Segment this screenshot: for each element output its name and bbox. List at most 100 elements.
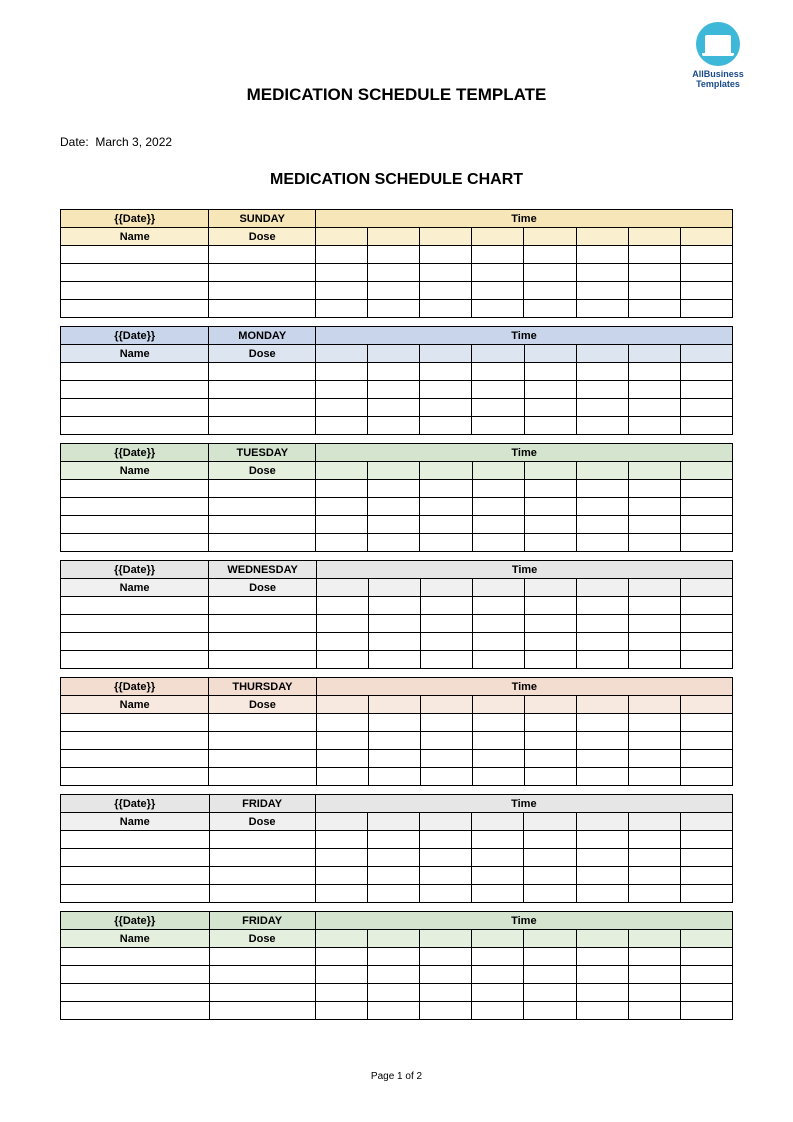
time-slot-header[interactable] (628, 462, 680, 480)
date-placeholder-cell[interactable]: {{Date}} (61, 795, 210, 813)
time-cell[interactable] (628, 831, 680, 849)
time-cell[interactable] (681, 633, 733, 651)
name-cell[interactable] (61, 714, 209, 732)
time-cell[interactable] (367, 948, 419, 966)
time-cell[interactable] (628, 417, 680, 435)
time-cell[interactable] (680, 480, 732, 498)
time-slot-header[interactable] (316, 696, 368, 714)
dose-cell[interactable] (209, 246, 316, 264)
time-cell[interactable] (316, 498, 368, 516)
time-cell[interactable] (680, 867, 732, 885)
time-cell[interactable] (472, 768, 524, 786)
time-slot-header[interactable] (524, 930, 576, 948)
time-slot-header[interactable] (680, 228, 732, 246)
time-cell[interactable] (367, 885, 419, 903)
time-cell[interactable] (472, 948, 524, 966)
time-cell[interactable] (472, 417, 524, 435)
time-cell[interactable] (577, 615, 629, 633)
time-cell[interactable] (315, 885, 367, 903)
date-placeholder-cell[interactable]: {{Date}} (61, 561, 209, 579)
time-cell[interactable] (576, 1002, 628, 1020)
time-slot-header[interactable] (420, 696, 472, 714)
time-cell[interactable] (680, 498, 732, 516)
time-cell[interactable] (628, 867, 680, 885)
time-cell[interactable] (524, 246, 576, 264)
time-cell[interactable] (368, 534, 420, 552)
name-cell[interactable] (61, 867, 210, 885)
time-cell[interactable] (420, 300, 472, 318)
time-cell[interactable] (368, 363, 420, 381)
time-cell[interactable] (628, 399, 680, 417)
time-slot-header[interactable] (680, 345, 732, 363)
time-cell[interactable] (420, 849, 472, 867)
name-cell[interactable] (61, 984, 210, 1002)
time-cell[interactable] (317, 633, 369, 651)
name-cell[interactable] (61, 498, 209, 516)
dose-cell[interactable] (209, 714, 316, 732)
time-cell[interactable] (368, 498, 420, 516)
time-cell[interactable] (315, 282, 367, 300)
date-placeholder-cell[interactable]: {{Date}} (61, 327, 209, 345)
time-cell[interactable] (473, 651, 525, 669)
time-cell[interactable] (680, 363, 732, 381)
time-slot-header[interactable] (628, 345, 680, 363)
time-cell[interactable] (680, 948, 732, 966)
time-cell[interactable] (367, 867, 419, 885)
time-cell[interactable] (369, 651, 421, 669)
dose-cell[interactable] (209, 516, 316, 534)
dose-cell[interactable] (209, 984, 315, 1002)
time-slot-header[interactable] (316, 462, 368, 480)
time-slot-header[interactable] (628, 696, 680, 714)
time-cell[interactable] (628, 1002, 680, 1020)
time-cell[interactable] (576, 246, 628, 264)
time-cell[interactable] (368, 417, 420, 435)
name-cell[interactable] (61, 480, 209, 498)
time-cell[interactable] (420, 768, 472, 786)
time-cell[interactable] (576, 282, 628, 300)
time-cell[interactable] (629, 615, 681, 633)
time-cell[interactable] (576, 363, 628, 381)
time-cell[interactable] (420, 948, 472, 966)
dose-cell[interactable] (209, 534, 316, 552)
time-cell[interactable] (369, 615, 421, 633)
time-cell[interactable] (576, 300, 628, 318)
time-cell[interactable] (525, 651, 577, 669)
name-cell[interactable] (61, 1002, 210, 1020)
time-cell[interactable] (472, 399, 524, 417)
time-cell[interactable] (680, 246, 732, 264)
time-cell[interactable] (524, 534, 576, 552)
time-cell[interactable] (472, 282, 524, 300)
time-cell[interactable] (367, 831, 419, 849)
time-cell[interactable] (316, 516, 368, 534)
time-cell[interactable] (628, 714, 680, 732)
time-cell[interactable] (368, 768, 420, 786)
dose-cell[interactable] (209, 480, 316, 498)
time-cell[interactable] (316, 399, 368, 417)
time-cell[interactable] (420, 246, 472, 264)
time-cell[interactable] (576, 984, 628, 1002)
time-cell[interactable] (524, 768, 576, 786)
time-cell[interactable] (680, 264, 732, 282)
time-cell[interactable] (524, 885, 576, 903)
time-cell[interactable] (680, 966, 732, 984)
time-slot-header[interactable] (680, 462, 732, 480)
time-cell[interactable] (472, 363, 524, 381)
time-cell[interactable] (316, 363, 368, 381)
time-slot-header[interactable] (524, 345, 576, 363)
time-cell[interactable] (368, 282, 420, 300)
time-cell[interactable] (420, 750, 472, 768)
dose-cell[interactable] (209, 750, 316, 768)
time-cell[interactable] (628, 480, 680, 498)
time-slot-header[interactable] (576, 345, 628, 363)
time-cell[interactable] (472, 300, 524, 318)
time-slot-header[interactable] (368, 462, 420, 480)
time-cell[interactable] (524, 1002, 576, 1020)
time-cell[interactable] (472, 849, 524, 867)
time-cell[interactable] (524, 966, 576, 984)
time-slot-header[interactable] (316, 345, 368, 363)
name-cell[interactable] (61, 732, 209, 750)
dose-cell[interactable] (209, 498, 316, 516)
time-cell[interactable] (629, 651, 681, 669)
time-cell[interactable] (315, 300, 367, 318)
time-cell[interactable] (472, 750, 524, 768)
